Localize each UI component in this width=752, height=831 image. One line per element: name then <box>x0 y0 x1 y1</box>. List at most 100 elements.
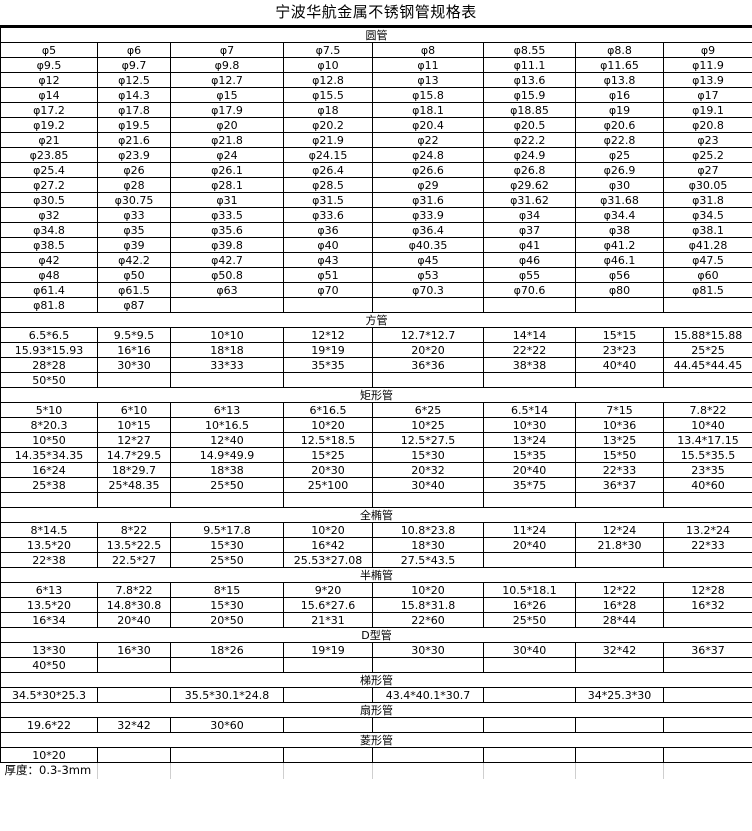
table-cell[interactable]: φ11 <box>372 57 484 73</box>
table-cell[interactable]: φ26 <box>97 162 171 178</box>
table-cell-empty[interactable] <box>97 687 171 703</box>
table-cell[interactable]: φ37 <box>483 222 576 238</box>
table-cell[interactable]: φ8 <box>372 42 484 58</box>
table-cell-empty[interactable] <box>575 492 664 508</box>
table-cell[interactable]: 21*31 <box>283 612 373 628</box>
table-cell[interactable]: 12*22 <box>575 582 664 598</box>
table-cell[interactable]: 8*22 <box>97 522 171 538</box>
table-cell[interactable]: φ16 <box>575 87 664 103</box>
table-cell-empty[interactable] <box>170 372 284 388</box>
table-cell[interactable]: 10*15 <box>97 417 171 433</box>
table-cell[interactable]: φ50 <box>97 267 171 283</box>
table-cell[interactable]: φ24.9 <box>483 147 576 163</box>
table-cell[interactable]: φ30.75 <box>97 192 171 208</box>
table-cell[interactable]: φ24 <box>170 147 284 163</box>
table-cell[interactable]: φ23.9 <box>97 147 171 163</box>
table-cell[interactable]: 15.93*15.93 <box>0 342 98 358</box>
table-cell[interactable]: 15.88*15.88 <box>663 327 752 343</box>
table-cell-empty[interactable] <box>663 492 752 508</box>
table-cell[interactable]: φ15.8 <box>372 87 484 103</box>
table-cell[interactable]: φ28.5 <box>283 177 373 193</box>
table-cell[interactable]: 8*20.3 <box>0 417 98 433</box>
table-cell[interactable]: φ19.1 <box>663 102 752 118</box>
table-cell[interactable]: 36*37 <box>663 642 752 658</box>
table-cell[interactable]: 14.7*29.5 <box>97 447 171 463</box>
table-cell[interactable]: 40*50 <box>0 657 98 673</box>
table-cell-empty[interactable] <box>575 747 664 763</box>
table-cell[interactable]: φ18 <box>283 102 373 118</box>
table-cell[interactable]: 35*35 <box>283 357 373 373</box>
table-cell[interactable]: φ8.55 <box>483 42 576 58</box>
table-cell[interactable]: φ42.2 <box>97 252 171 268</box>
table-cell[interactable]: 18*30 <box>372 537 484 553</box>
table-cell[interactable]: 22*22 <box>483 342 576 358</box>
table-cell[interactable]: 11*24 <box>483 522 576 538</box>
table-cell[interactable]: 14.9*49.9 <box>170 447 284 463</box>
table-cell[interactable]: 14.35*34.35 <box>0 447 98 463</box>
table-cell[interactable]: 16*26 <box>483 597 576 613</box>
table-cell[interactable]: φ7 <box>170 42 284 58</box>
table-cell[interactable]: 10*10 <box>170 327 284 343</box>
table-cell[interactable]: φ18.85 <box>483 102 576 118</box>
table-cell[interactable]: φ5 <box>0 42 98 58</box>
table-cell[interactable]: φ13 <box>372 72 484 88</box>
table-cell[interactable]: φ8.8 <box>575 42 664 58</box>
table-cell[interactable]: φ21 <box>0 132 98 148</box>
table-cell[interactable]: 22.5*27 <box>97 552 171 568</box>
table-cell-empty[interactable] <box>575 552 664 568</box>
table-cell[interactable]: φ35.6 <box>170 222 284 238</box>
table-cell[interactable]: φ48 <box>0 267 98 283</box>
table-cell[interactable]: 22*33 <box>575 462 664 478</box>
table-cell[interactable]: 12.5*27.5 <box>372 432 484 448</box>
table-cell[interactable]: φ53 <box>372 267 484 283</box>
table-cell[interactable]: φ22 <box>372 132 484 148</box>
table-cell[interactable]: φ19.5 <box>97 117 171 133</box>
table-cell[interactable]: 19*19 <box>283 642 373 658</box>
table-cell[interactable]: 15.8*31.8 <box>372 597 484 613</box>
table-cell-empty[interactable] <box>483 717 576 733</box>
table-cell-empty[interactable] <box>283 687 373 703</box>
table-cell[interactable]: φ31.68 <box>575 192 664 208</box>
table-cell[interactable]: φ12.8 <box>283 72 373 88</box>
table-cell[interactable]: 14*14 <box>483 327 576 343</box>
table-cell[interactable]: φ20.5 <box>483 117 576 133</box>
table-cell[interactable]: φ28.1 <box>170 177 284 193</box>
table-cell[interactable]: φ40 <box>283 237 373 253</box>
table-cell-empty[interactable] <box>97 747 171 763</box>
table-cell[interactable]: 18*38 <box>170 462 284 478</box>
table-cell[interactable]: φ25.2 <box>663 147 752 163</box>
table-cell[interactable]: φ13.8 <box>575 72 664 88</box>
table-cell[interactable]: φ33.5 <box>170 207 284 223</box>
table-cell[interactable]: φ63 <box>170 282 284 298</box>
table-cell[interactable]: φ12 <box>0 72 98 88</box>
table-cell[interactable]: φ14.3 <box>97 87 171 103</box>
table-cell[interactable]: φ20.2 <box>283 117 373 133</box>
table-cell-empty[interactable] <box>170 297 284 313</box>
table-cell[interactable]: 10*20 <box>283 417 373 433</box>
table-cell[interactable]: 38*38 <box>483 357 576 373</box>
table-cell[interactable]: 16*34 <box>0 612 98 628</box>
table-cell[interactable]: φ36.4 <box>372 222 484 238</box>
table-cell-empty[interactable] <box>97 657 171 673</box>
table-cell[interactable]: 27.5*43.5 <box>372 552 484 568</box>
table-cell-empty[interactable] <box>97 372 171 388</box>
table-cell[interactable]: 19*19 <box>283 342 373 358</box>
table-cell[interactable]: 20*20 <box>372 342 484 358</box>
table-cell-empty[interactable] <box>372 747 484 763</box>
table-cell[interactable]: 20*40 <box>97 612 171 628</box>
table-cell[interactable]: 35.5*30.1*24.8 <box>170 687 284 703</box>
table-cell[interactable]: φ36 <box>283 222 373 238</box>
table-cell-empty[interactable] <box>0 492 98 508</box>
table-cell[interactable]: φ31.6 <box>372 192 484 208</box>
table-cell[interactable]: 14.8*30.8 <box>97 597 171 613</box>
table-cell[interactable]: φ61.4 <box>0 282 98 298</box>
table-cell[interactable]: 20*40 <box>483 537 576 553</box>
table-cell[interactable]: 33*33 <box>170 357 284 373</box>
table-cell[interactable]: φ17.9 <box>170 102 284 118</box>
table-cell[interactable]: 10*20 <box>283 522 373 538</box>
table-cell[interactable]: 8*14.5 <box>0 522 98 538</box>
table-cell-empty[interactable] <box>483 552 576 568</box>
table-cell[interactable]: φ20.4 <box>372 117 484 133</box>
table-cell[interactable]: φ26.1 <box>170 162 284 178</box>
table-cell[interactable]: 34.5*30*25.3 <box>0 687 98 703</box>
